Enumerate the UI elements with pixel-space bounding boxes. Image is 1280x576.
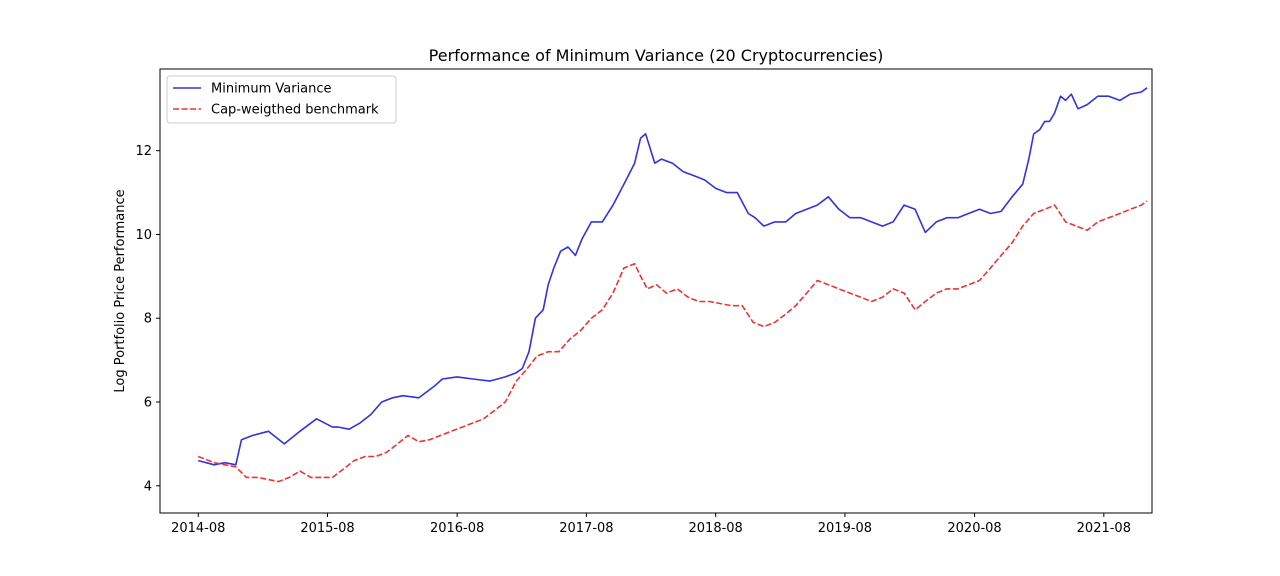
x-tick-label: 2015-08 <box>300 521 354 536</box>
x-axis: 2014-08 2015-08 2016-08 2017-08 2018-08 2019-… <box>171 513 1131 536</box>
series-layer <box>197 87 1148 483</box>
series-line-minimum-variance <box>197 87 1148 466</box>
x-tick-label: 2020-08 <box>947 521 1001 536</box>
x-tick-label: 2016-08 <box>430 521 484 536</box>
y-axis-label: Log Portfolio Price Performance <box>113 189 128 392</box>
x-tick-label: 2014-08 <box>171 521 225 536</box>
legend: Minimum Variance Cap-weigthed benchmark <box>166 75 397 124</box>
legend-label-cap-weighted-benchmark: Cap-weigthed benchmark <box>211 103 379 118</box>
series-line-cap-weigthed-benchmark <box>197 200 1148 483</box>
y-tick-label: 4 <box>144 479 152 494</box>
y-tick-label: 10 <box>135 228 152 243</box>
x-tick-label: 2018-08 <box>689 521 743 536</box>
plot-area-frame <box>159 68 1153 514</box>
x-tick-label: 2021-08 <box>1077 521 1131 536</box>
legend-box <box>166 75 397 124</box>
y-tick-label: 12 <box>135 144 152 159</box>
chart-title: Performance of Minimum Variance (20 Cryp… <box>429 46 884 65</box>
x-tick-label: 2017-08 <box>559 521 613 536</box>
y-axis: 4 6 8 10 12 <box>135 144 160 494</box>
y-tick-label: 8 <box>144 312 152 327</box>
legend-label-minimum-variance: Minimum Variance <box>211 82 332 97</box>
x-tick-label: 2019-08 <box>818 521 872 536</box>
y-tick-label: 6 <box>144 396 152 411</box>
